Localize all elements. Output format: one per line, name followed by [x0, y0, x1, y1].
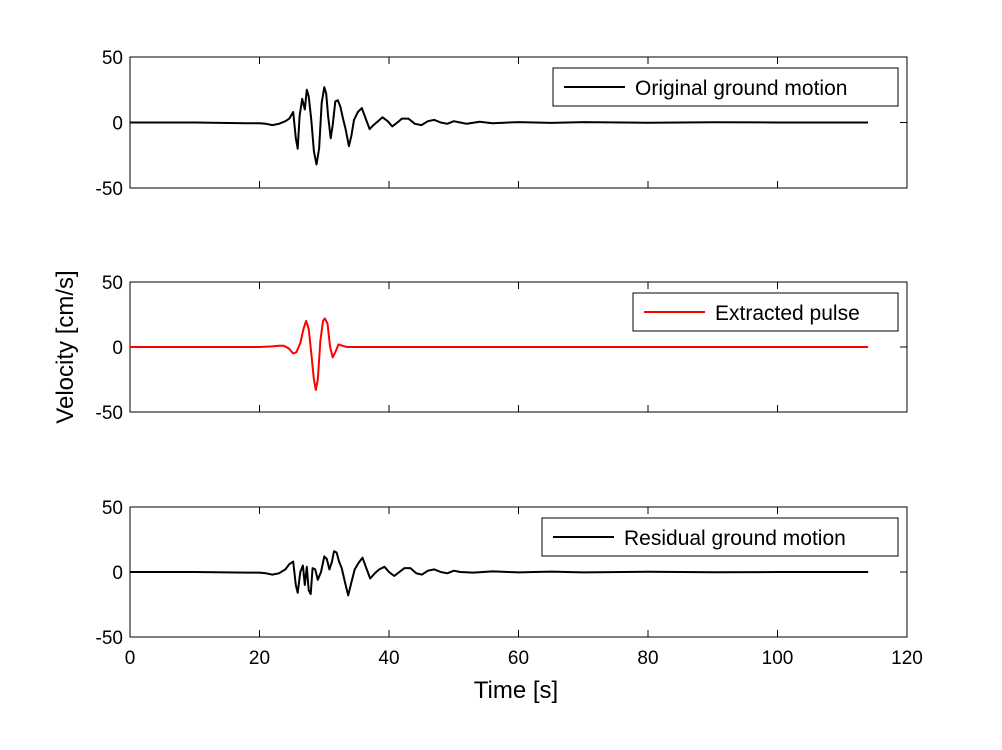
- x-tick-label: 20: [249, 648, 270, 669]
- y-axis-title: Velocity [cm/s]: [52, 270, 79, 423]
- legend: Residual ground motion: [541, 517, 899, 557]
- legend: Original ground motion: [552, 67, 899, 107]
- x-tick-label: 40: [378, 648, 399, 669]
- legend-label: Residual ground motion: [624, 527, 846, 550]
- series-line: [130, 317, 869, 391]
- y-tick-label: 50: [102, 498, 123, 519]
- x-tick-label: 100: [762, 648, 794, 669]
- y-tick-label: 0: [112, 114, 123, 135]
- y-tick-label: 0: [112, 338, 123, 359]
- y-tick-label: 50: [102, 48, 123, 69]
- y-tick-label: 0: [112, 563, 123, 584]
- y-tick-label: -50: [96, 628, 123, 649]
- x-tick-label: 80: [637, 648, 658, 669]
- legend-label: Original ground motion: [635, 77, 847, 100]
- x-axis-title: Time [s]: [474, 677, 558, 704]
- legend: Extracted pulse: [632, 292, 899, 332]
- x-tick-label: 120: [891, 648, 923, 669]
- subplot-1: -50 0 50 Original ground motion: [96, 48, 908, 200]
- x-tick-label: 0: [125, 648, 136, 669]
- y-tick-label: 50: [102, 273, 123, 294]
- legend-label: Extracted pulse: [715, 302, 860, 325]
- x-tick-label: 60: [508, 648, 529, 669]
- series-line: [130, 86, 869, 166]
- series-line: [130, 550, 869, 597]
- y-tick-label: -50: [96, 403, 123, 424]
- y-tick-label: -50: [96, 179, 123, 200]
- subplot-2: -50 0 50 Extracted pulse: [96, 273, 908, 424]
